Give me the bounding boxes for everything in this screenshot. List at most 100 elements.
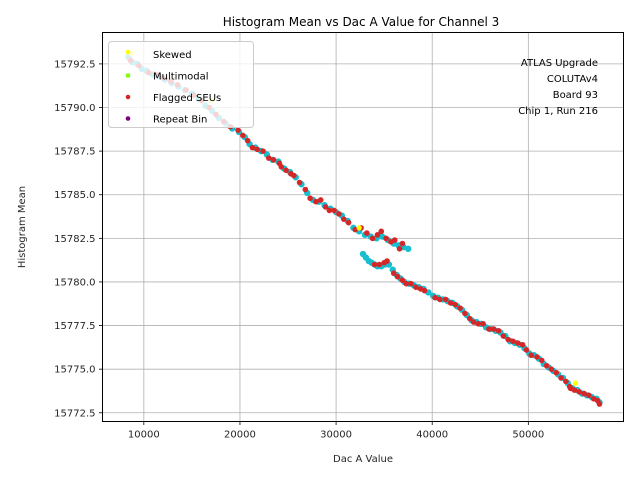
plot-frame: [102, 32, 624, 422]
data-point: [396, 246, 403, 252]
data-point: [421, 287, 428, 294]
data-point: [413, 284, 419, 290]
data-point: [240, 132, 246, 139]
legend-marker: [125, 49, 131, 55]
data-point: [558, 375, 564, 381]
data-point: [500, 333, 507, 339]
data-point: [528, 352, 535, 359]
data-point: [331, 207, 337, 214]
data-point: [538, 357, 545, 364]
x-tick-label: 10000: [128, 430, 160, 441]
data-point: [356, 225, 362, 231]
legend-label: Flagged SEUs: [153, 93, 221, 104]
legend-label: Repeat Bin: [153, 115, 207, 126]
data-point: [442, 296, 449, 303]
annotation-line: ATLAS Upgrade: [521, 58, 598, 69]
data-point: [371, 261, 378, 268]
data-point: [254, 146, 261, 153]
data-point: [408, 280, 414, 287]
data-point: [470, 319, 477, 325]
x-axis-ticks: 10000 20000 30000 40000 50000: [128, 421, 544, 441]
data-point: [563, 378, 569, 385]
gridlines: [102, 32, 624, 422]
data-point: [403, 280, 410, 287]
data-point: [326, 207, 333, 214]
x-tick-label: 50000: [512, 430, 544, 441]
x-tick-label: 30000: [320, 430, 352, 441]
data-point: [586, 392, 592, 399]
data-point: [376, 261, 383, 268]
data-point: [475, 321, 482, 327]
y-tick-label: 15772.5: [54, 408, 95, 419]
data-point: [278, 164, 285, 170]
data-point: [399, 240, 406, 247]
data-point: [249, 144, 256, 151]
y-axis-ticks: 15772.5 15775.0 15777.5 15780.0 15782.5 15785…: [54, 59, 103, 419]
x-tick-label: 20000: [224, 430, 256, 441]
data-point: [364, 230, 370, 236]
data-point: [394, 273, 401, 280]
data-point: [378, 228, 385, 235]
legend-box: [108, 41, 254, 128]
data-point: [519, 341, 526, 348]
data-point: [307, 195, 313, 202]
data-point: [260, 148, 266, 154]
data-point: [462, 310, 468, 317]
data-point: [265, 155, 272, 161]
legend-marker: [125, 73, 131, 78]
data-point: [244, 137, 251, 144]
legend-marker: [125, 116, 131, 121]
data-point: [543, 362, 550, 369]
data-point: [447, 300, 454, 306]
data-point: [596, 401, 603, 407]
legend-marker: [125, 94, 131, 100]
data-point: [235, 127, 241, 133]
data-point: [383, 235, 389, 242]
data-point: [391, 237, 398, 243]
data-point: [548, 366, 555, 372]
data-point: [486, 326, 492, 332]
data-point: [510, 338, 516, 345]
data-point: [340, 216, 347, 222]
y-tick-label: 15777.5: [54, 321, 95, 332]
data-point: [302, 186, 309, 193]
data-point: [369, 235, 376, 242]
data-point: [576, 389, 583, 395]
data-point: [374, 232, 381, 238]
data-point: [581, 390, 587, 397]
data-point: [345, 219, 352, 226]
data-point: [437, 296, 443, 303]
data-point: [505, 336, 511, 343]
data-point: [384, 258, 390, 264]
legend-label: Multimodal: [153, 72, 209, 83]
legend: Skewed Multimodal Flagged SEUs Repeat Bin: [108, 41, 254, 128]
data-point: [432, 294, 438, 301]
data-point: [572, 380, 579, 386]
data-point: [290, 172, 297, 179]
run-annotation: ATLAS Upgrade COLUTAv4 Board 93 Chip 1, Run…: [518, 58, 598, 117]
data-point: [404, 245, 412, 253]
data-point: [322, 204, 329, 210]
data-point: [313, 198, 319, 205]
annotation-line: Board 93: [553, 90, 598, 101]
data-point: [571, 387, 578, 393]
y-axis-label: Histogram Mean: [17, 186, 28, 268]
y-tick-label: 15775.0: [54, 365, 95, 376]
data-point: [317, 197, 324, 203]
data-point: [466, 315, 473, 322]
data-point: [523, 347, 530, 353]
data-point: [457, 305, 463, 311]
data-point: [534, 354, 540, 360]
data-point: [399, 277, 406, 284]
data-point: [480, 321, 486, 327]
data-point: [553, 369, 560, 376]
y-tick-label: 15790.0: [54, 103, 95, 114]
y-tick-label: 15787.5: [54, 147, 95, 158]
y-tick-label: 15780.0: [54, 277, 95, 288]
annotation-line: COLUTAv4: [547, 74, 598, 85]
legend-label: Skewed: [153, 50, 192, 61]
x-axis-label: Dac A Value: [333, 454, 393, 465]
data-point: [514, 340, 521, 346]
data-point: [283, 167, 289, 174]
